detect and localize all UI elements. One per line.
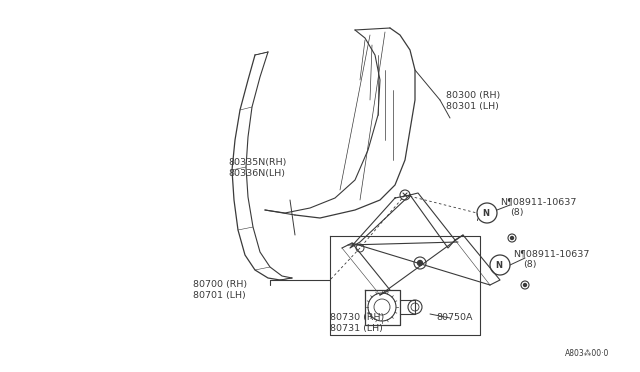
Text: N¶08911-10637: N¶08911-10637 xyxy=(513,249,589,258)
Circle shape xyxy=(511,237,513,240)
Text: 80335N(RH): 80335N(RH) xyxy=(228,158,286,167)
Text: 80336N(LH): 80336N(LH) xyxy=(228,169,285,178)
Text: N: N xyxy=(483,209,490,218)
Text: 80700 (RH): 80700 (RH) xyxy=(193,280,247,289)
Text: N¶08911-10637: N¶08911-10637 xyxy=(500,197,577,206)
Text: 80301 (LH): 80301 (LH) xyxy=(446,102,499,111)
Text: 80730 (RH): 80730 (RH) xyxy=(330,313,384,322)
Text: N: N xyxy=(495,262,502,270)
Text: 80300 (RH): 80300 (RH) xyxy=(446,91,500,100)
Text: 80701 (LH): 80701 (LH) xyxy=(193,291,246,300)
Text: (8): (8) xyxy=(510,208,524,217)
Text: 80750A: 80750A xyxy=(436,313,472,322)
Circle shape xyxy=(417,260,422,266)
Circle shape xyxy=(524,283,527,286)
Text: A803⁂00·0: A803⁂00·0 xyxy=(565,349,609,358)
Text: 80731 (LH): 80731 (LH) xyxy=(330,324,383,333)
Text: (8): (8) xyxy=(523,260,536,269)
